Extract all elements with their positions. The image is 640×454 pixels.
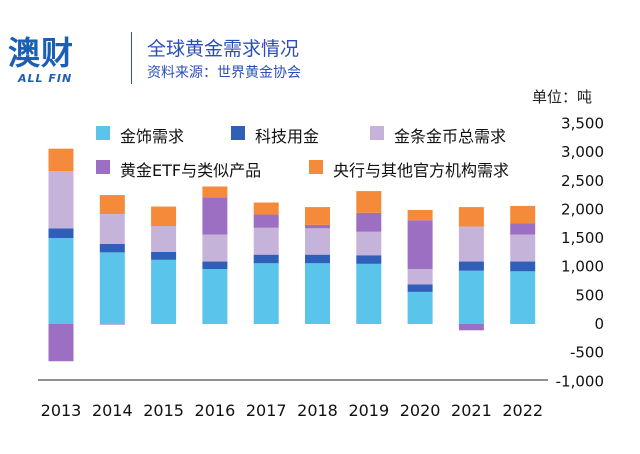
x-tick-label: 2018 [297,401,338,420]
bar-segment [356,191,382,213]
legend-swatch [96,126,110,140]
bar-segment [202,186,228,198]
x-tick-label: 2019 [348,401,389,420]
bar-segment [48,148,74,172]
legend-label: 央行与其他官方机构需求 [333,161,510,180]
bar-segment [305,207,330,225]
bar-segment [458,226,484,262]
y-tick-label: 500 [575,286,604,304]
header-divider [131,32,132,84]
bar-segment [510,234,536,262]
bar-segment [458,207,484,227]
bar-segment [99,243,125,253]
legend-swatch [370,126,384,140]
legend-label: 金饰需求 [120,127,185,146]
bar-segment [356,231,382,256]
y-tick-label: 3,500 [561,114,604,132]
x-tick-label: 2017 [246,401,287,420]
bar-segment [305,254,330,264]
bar-segment [458,270,484,324]
bar-segment [407,291,433,324]
bar-segment [48,324,74,362]
bar-segment [151,259,177,324]
bar-segment [253,214,279,228]
y-tick-label: -1,000 [556,372,604,390]
legend-label: 黄金ETF与类似产品 [120,161,262,180]
logo: 澳财 ALL FIN [8,28,126,90]
bar-segment [99,195,125,214]
y-tick-label: 2,000 [561,200,604,218]
legend-swatch [231,126,245,140]
bar-segment [305,224,330,229]
bar-segment [99,213,125,244]
bar-segment [356,212,382,232]
bar-segment [202,197,228,235]
bar-segment [202,268,228,324]
bar-segment [253,202,279,215]
legend-label: 科技用金 [255,127,320,146]
bar-segment [202,261,228,269]
bar-segment [151,251,177,260]
unit-label: 单位：吨 [532,88,593,106]
bar-segment [48,228,74,239]
x-tick-label: 2013 [41,401,82,420]
bar-segment [356,255,382,264]
bar-segment [99,252,125,324]
bar-segment [253,227,279,255]
bar-segment [202,234,228,262]
bar-segment [253,254,279,264]
bar-segment [458,261,484,271]
y-tick-label: 1,500 [561,229,604,247]
x-tick-label: 2016 [195,401,236,420]
legend-label: 金条金币总需求 [394,127,507,146]
y-tick-label: -500 [570,344,604,362]
bar-segment [48,171,74,229]
bar-segment [151,226,177,252]
bar-segment [510,205,536,224]
bar-segment [407,284,433,292]
x-tick-label: 2022 [502,401,543,420]
y-tick-label: 0 [594,315,604,333]
x-tick-label: 2015 [143,401,184,420]
y-tick-label: 3,000 [561,143,604,161]
bar-segment [356,263,382,324]
bar-segment [510,223,536,235]
bar-segment [151,206,177,227]
bar-segment [510,271,536,324]
bar-segment [407,268,433,285]
bar-segment [407,209,433,221]
legend-swatch [96,160,110,174]
bar-segment [253,263,279,324]
chart-title: 全球黄金需求情况 [147,38,300,60]
x-tick-label: 2020 [400,401,441,420]
x-tick-label: 2014 [92,401,133,420]
logo-text: 澳财 [8,34,75,72]
data-source: 资料来源：世界黄金协会 [147,65,301,81]
y-tick-label: 2,500 [561,172,604,190]
bar-segment [99,324,125,325]
logo-subtext: ALL FIN [18,72,73,85]
x-tick-label: 2021 [451,401,492,420]
legend-swatch [309,160,323,174]
bar-segment [305,228,330,255]
y-tick-label: 1,000 [561,258,604,276]
bar-segment [458,324,484,331]
bar-segment [407,220,433,269]
bar-segment [510,261,536,272]
bar-segment [305,263,330,324]
bar-segment [48,238,74,324]
